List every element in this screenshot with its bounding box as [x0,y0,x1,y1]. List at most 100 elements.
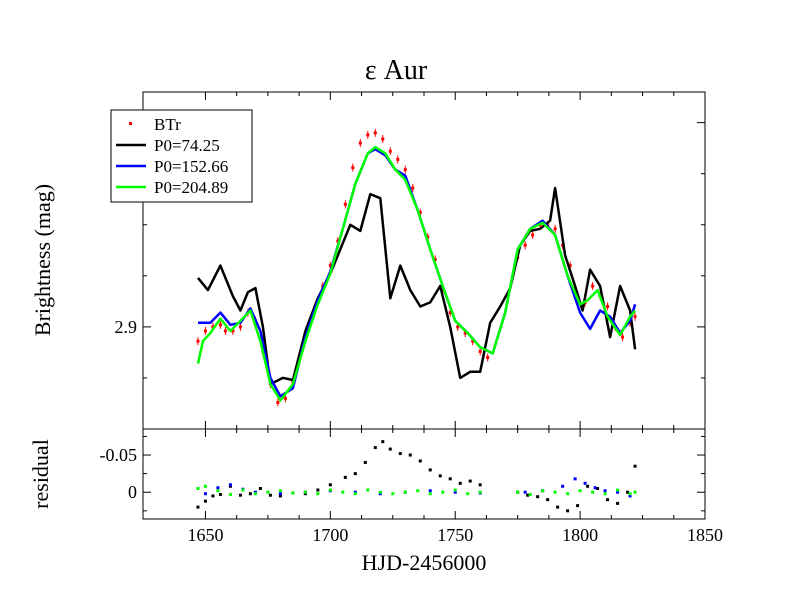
residual-point [516,490,520,494]
residual-point [416,489,420,493]
btr-point [411,186,415,190]
residual-point [556,505,560,509]
btr-point [478,349,482,353]
btr-point [433,257,437,261]
btr-point [471,339,475,343]
residual-point [633,464,637,468]
residual-point [363,460,367,464]
btr-point [403,168,407,172]
residual-point [196,487,200,491]
btr-point [523,243,527,247]
residual-point [428,489,432,493]
btr-point [531,233,535,237]
residual-point [341,490,345,494]
btr-point [351,166,355,170]
residual-point [216,489,220,493]
legend-marker-btr [129,122,132,125]
btr-point [211,325,215,329]
residual-point [266,490,270,494]
residual-point [238,493,242,497]
residual-point [203,499,207,503]
btr-point [426,235,430,239]
btr-point [568,264,572,268]
residual-point [418,459,422,463]
residual-point [403,490,407,494]
residual-point [566,492,570,496]
residual-marks [196,440,637,513]
residual-point [388,447,392,451]
x-axis-label: HJD-2456000 [362,550,487,575]
residual-y-tick-label: 0 [128,482,137,502]
residual-point [441,490,445,494]
residual-point [278,492,282,496]
btr-point [381,137,385,141]
btr-point [591,284,595,288]
residual-point [578,489,582,493]
residual-point [218,492,222,496]
btr-point [238,325,242,329]
legend-label-p0-152-66: P0=152.66 [154,157,228,176]
residual-point [606,498,610,502]
residual-point [203,484,207,488]
main-y-axis-label: Brightness (mag) [30,184,55,336]
residual-point [448,477,452,481]
x-tick-label: 1850 [687,525,723,545]
residual-point [573,477,577,481]
residual-point [528,492,532,496]
residual-point [561,484,565,488]
residual-point [216,486,220,490]
residual-point [316,488,320,492]
series-line-p0-204-89 [196,145,637,402]
residual-point [546,498,550,502]
legend-label-p0-74-25: P0=74.25 [154,136,220,155]
residual-point [303,490,307,494]
x-tick-label: 1700 [312,525,348,545]
residual-point [381,440,385,444]
residual-point [566,509,570,513]
btr-point [606,304,610,308]
residual-point [228,483,232,487]
chart-title: ε Aur [365,55,428,86]
residual-point [478,483,482,487]
btr-point [418,211,422,215]
residual-point [593,486,597,490]
btr-point [196,339,200,343]
residual-point [616,488,620,492]
residual-point [603,489,607,493]
residual-point [428,468,432,472]
residual-point [353,472,357,476]
residual-point [408,453,412,457]
btr-point [223,329,227,333]
residual-point [258,487,262,491]
btr-point [373,131,377,135]
residual-point [478,490,482,494]
main-panel: 2.82.9 Brightness (mag) BTrP0=74.25P0=15… [30,91,706,430]
residual-point [586,484,590,488]
btr-point [336,239,340,243]
series-residual-p0-204-89 [196,484,637,496]
residual-point [438,474,442,478]
residual-point [633,490,637,494]
residual-point [278,494,282,498]
residual-point [628,492,632,496]
x-tick-label: 1750 [437,525,473,545]
residual-point [391,492,395,496]
btr-point [276,400,280,404]
residual-panel: 1650 1700 1750 1800 1850 -0.05 0 residual [28,428,723,545]
residual-point [603,492,607,496]
btr-point [486,356,490,360]
residual-point [458,481,462,485]
residual-point [343,475,347,479]
residual-point [378,490,382,494]
legend-label-btr: BTr [154,115,181,134]
residual-point [591,490,595,494]
residual-point [316,492,320,496]
btr-point [283,396,287,400]
residual-point [428,492,432,496]
residual-point [553,490,557,494]
residual-point [196,505,200,509]
residual-y-axis-label: residual [28,439,53,509]
legend: BTr P0=74.25 P0=152.66 P0=204.89 [110,109,253,203]
btr-point [218,323,222,327]
residual-point [523,490,527,494]
